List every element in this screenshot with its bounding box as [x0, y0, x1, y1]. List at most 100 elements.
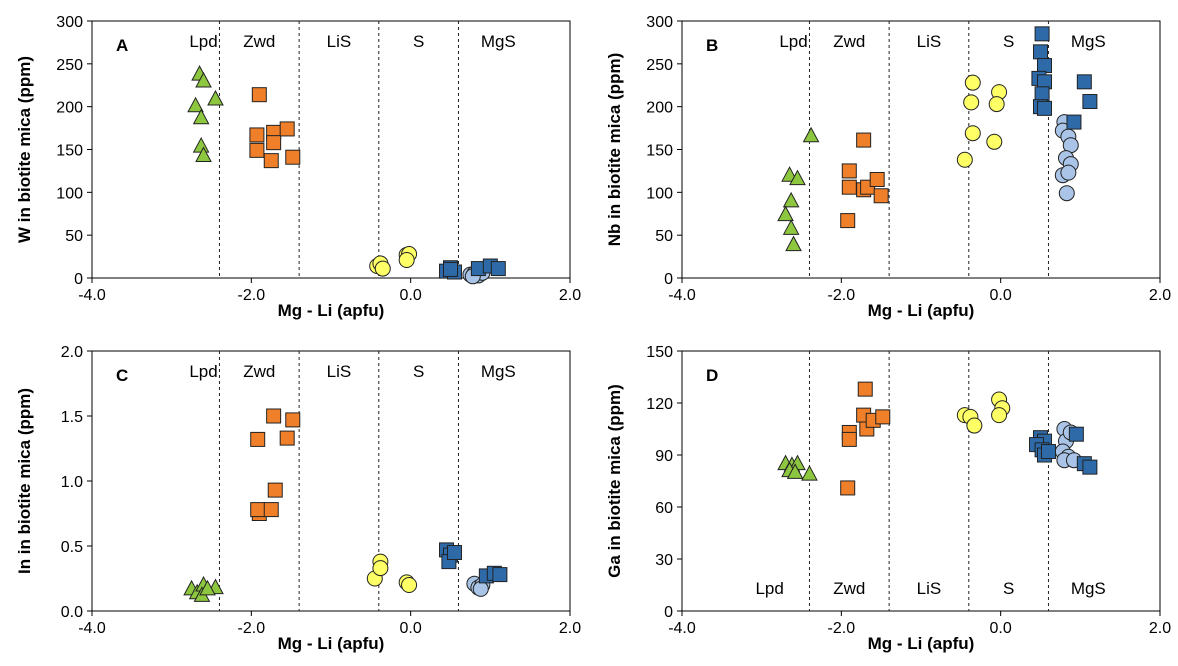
data-point-zwd [251, 87, 267, 103]
data-point-zwd [875, 409, 891, 425]
plot-frame [91, 20, 571, 279]
data-point-mgs-square [492, 567, 508, 583]
data-point-mgs-square [1040, 444, 1056, 460]
x-tick-label: -4.0 [668, 620, 696, 637]
panel-d: 0 30 60 90 120 150 -4.0 -2.0 0.0 2.0 Mg - Li (apfu… [605, 344, 1171, 653]
region-label-lpd: Lpd [189, 32, 217, 51]
x-tick-label: 2.0 [559, 287, 581, 304]
data-point-s [988, 96, 1005, 113]
y-tick-label: 300 [56, 14, 83, 31]
data-point-lpd [801, 465, 818, 481]
y-axis-title: Nb in biotite mica (ppm) [605, 53, 624, 247]
region-label-mgs: MgS [1071, 579, 1106, 598]
y-tick-label: 300 [646, 14, 673, 31]
y-tick-label: 150 [646, 344, 673, 361]
data-point-zwd [279, 121, 295, 137]
y-axis-title: W in biotite mica (ppm) [15, 56, 34, 243]
data-point-lpd [192, 137, 210, 153]
data-point-s [956, 151, 973, 168]
y-tick-label: 150 [646, 143, 673, 160]
data-point-s [964, 74, 981, 91]
y-tick-label: 0.0 [61, 604, 83, 621]
data-point-mgs-circle [1058, 185, 1075, 202]
data-point-s [401, 577, 418, 593]
data-point-lpd [207, 89, 224, 106]
data-point-mgs-square [446, 545, 462, 560]
data-point-zwd [869, 171, 885, 187]
region-label-lis: LiS [917, 579, 942, 598]
region-label-zwd: Zwd [833, 32, 865, 51]
data-point-mgs-square [1082, 459, 1098, 475]
y-tick-label: 50 [655, 228, 673, 245]
y-tick-label: 250 [646, 57, 673, 74]
data-point-zwd [249, 142, 265, 158]
data-point-zwd [873, 188, 889, 204]
data-point-s [374, 260, 391, 277]
y-tick-label: 120 [646, 396, 673, 413]
data-point-zwd [841, 431, 857, 447]
data-point-lpd [789, 169, 806, 186]
y-axis-title: In in biotite mica (ppm) [15, 388, 34, 574]
y-tick-label: 60 [655, 500, 673, 517]
x-tick-label: -2.0 [238, 620, 266, 637]
x-axis-title: Mg - Li (apfu) [868, 634, 975, 653]
data-point-zwd [266, 135, 282, 151]
x-tick-label: -4.0 [78, 620, 106, 637]
x-tick-label: 2.0 [1149, 620, 1171, 637]
region-label-s: S [1003, 579, 1014, 598]
data-point-lpd [782, 191, 800, 208]
region-label-lpd: Lpd [755, 579, 783, 598]
y-tick-label: 90 [655, 448, 673, 465]
panel-letter: A [116, 36, 128, 55]
data-point-zwd [841, 163, 857, 179]
region-label-lpd: Lpd [779, 32, 807, 51]
x-axis-title: Mg - Li (apfu) [868, 301, 975, 320]
x-tick-label: -4.0 [668, 287, 696, 304]
y-tick-label: 150 [56, 143, 83, 160]
y-tick-label: 0.5 [61, 539, 83, 556]
y-tick-label: 100 [56, 185, 83, 202]
data-point-mgs-square [1076, 74, 1092, 90]
data-point-mgs-square [1033, 44, 1048, 60]
y-tick-label: 1.5 [61, 409, 83, 426]
region-label-s: S [1003, 32, 1014, 51]
region-label-zwd: Zwd [243, 32, 275, 51]
panel-letter: C [116, 366, 128, 385]
data-point-mgs-circle [1060, 164, 1077, 181]
region-label-zwd: Zwd [243, 362, 275, 381]
region-label-lis: LiS [917, 32, 942, 51]
data-point-s [986, 133, 1003, 150]
y-tick-label: 250 [56, 57, 83, 74]
region-label-lis: LiS [327, 362, 352, 381]
region-label-lpd: Lpd [189, 362, 217, 381]
x-tick-label: 2.0 [559, 620, 581, 637]
data-point-zwd [266, 408, 282, 424]
panel-letter: D [706, 366, 718, 385]
data-point-zwd [250, 431, 266, 447]
region-label-zwd: Zwd [833, 579, 865, 598]
x-axis-title: Mg - Li (apfu) [278, 301, 385, 320]
data-point-zwd [279, 430, 295, 446]
y-tick-label: 0 [664, 271, 673, 288]
data-point-mgs-square [1068, 426, 1084, 442]
data-point-zwd [857, 381, 873, 397]
panel-letter: B [706, 36, 718, 55]
y-tick-label: 2.0 [61, 344, 83, 361]
y-tick-label: 0 [664, 604, 673, 621]
region-label-mgs: MgS [481, 362, 516, 381]
region-label-s: S [413, 32, 424, 51]
data-point-s [966, 417, 983, 434]
data-point-mgs-square [1066, 114, 1082, 130]
y-tick-label: 100 [646, 185, 673, 202]
data-point-zwd [856, 132, 872, 148]
data-point-zwd [249, 127, 265, 143]
data-point-mgs-square [490, 261, 506, 277]
data-point-mgs-square [1036, 58, 1052, 74]
data-point-zwd [285, 149, 301, 165]
data-point-s [372, 560, 389, 577]
data-point-lpd [187, 96, 204, 113]
y-tick-label: 30 [655, 552, 673, 569]
data-point-mgs-circle [472, 580, 489, 597]
y-tick-label: 0 [74, 271, 83, 288]
